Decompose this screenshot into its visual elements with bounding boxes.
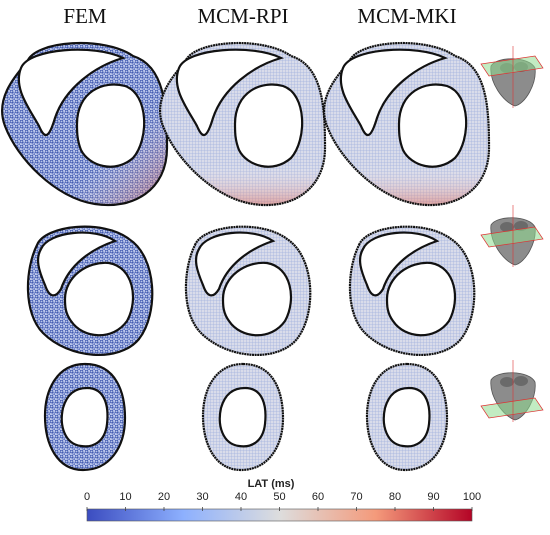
heart-slice-plane-basal-icon (480, 46, 544, 108)
colorbar-title: LAT (ms) (247, 478, 295, 490)
colorbar-tick-label: 80 (388, 491, 402, 503)
slice-panel-basal-mcm-mki (323, 41, 491, 207)
heart-slice-plane-apical-icon (480, 360, 544, 422)
colorbar-tick-label: 0 (83, 491, 91, 503)
column-title-mcm-rpi: MCM-RPI (197, 4, 289, 28)
slice-panel-mid-mcm-rpi (184, 225, 312, 357)
heart-slice-plane-mid-icon (480, 205, 544, 267)
column-title-mcm-mki: MCM-MKI (357, 4, 457, 28)
colorbar-tick-label: 30 (196, 491, 209, 503)
slice-panel-apical-mcm-rpi (201, 362, 285, 472)
slice-panel-mid-fem (26, 225, 154, 357)
colorbar-tick-label: 10 (119, 491, 132, 503)
colorbar-tick-label: 60 (311, 491, 325, 503)
slice-panel-apical-fem (43, 362, 127, 472)
colorbar-tick-label: 70 (350, 491, 363, 503)
slice-panel-mid-mcm-mki (348, 225, 476, 357)
colorbar-tick-label: 90 (427, 491, 440, 503)
colorbar-tick-label: 100 (462, 491, 482, 503)
colorbar-tick-label: 20 (157, 491, 171, 503)
slice-panel-basal-fem (1, 41, 169, 207)
column-title-fem: FEM (63, 4, 107, 28)
colorbar-tick-label: 40 (234, 491, 248, 503)
slice-panel-basal-mcm-rpi (159, 41, 327, 207)
slice-panel-apical-mcm-mki (365, 362, 449, 472)
colorbar-tick-label: 50 (273, 491, 286, 503)
